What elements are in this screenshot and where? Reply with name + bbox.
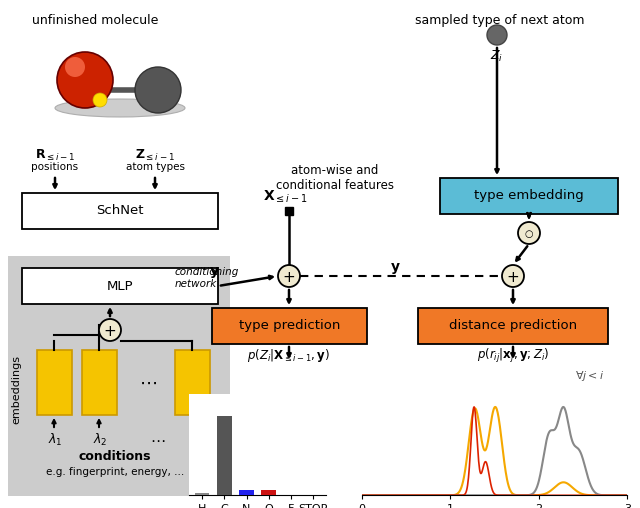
Text: SchNet: SchNet bbox=[96, 205, 144, 217]
Bar bbox=[8, 256, 230, 496]
Text: unfinished molecule: unfinished molecule bbox=[32, 14, 158, 27]
Text: atom-wise and
conditional features: atom-wise and conditional features bbox=[276, 164, 394, 192]
Text: $\lambda_1$: $\lambda_1$ bbox=[47, 432, 62, 448]
Bar bbox=[195, 493, 209, 495]
Ellipse shape bbox=[55, 99, 185, 117]
Bar bbox=[37, 350, 72, 415]
Text: $\lambda_2$: $\lambda_2$ bbox=[93, 432, 108, 448]
Text: $p(Z_i|\mathbf{X}_{\leq i-1},\mathbf{y})$: $p(Z_i|\mathbf{X}_{\leq i-1},\mathbf{y})… bbox=[248, 347, 331, 364]
Text: ○: ○ bbox=[525, 229, 533, 239]
Bar bbox=[418, 308, 608, 344]
Circle shape bbox=[93, 93, 107, 107]
Text: distance prediction: distance prediction bbox=[449, 320, 577, 333]
Text: positions: positions bbox=[31, 162, 79, 172]
Bar bbox=[212, 308, 367, 344]
Text: atom types: atom types bbox=[125, 162, 184, 172]
Text: $\mathbf{X}_{\leq i-1}$: $\mathbf{X}_{\leq i-1}$ bbox=[262, 188, 307, 205]
Bar bbox=[175, 350, 210, 415]
Text: +: + bbox=[507, 270, 520, 284]
Bar bbox=[262, 490, 276, 495]
Text: $\cdots$: $\cdots$ bbox=[150, 432, 166, 448]
Text: conditioning
network: conditioning network bbox=[175, 267, 239, 289]
Bar bbox=[440, 178, 618, 214]
Bar bbox=[239, 490, 253, 495]
Circle shape bbox=[487, 25, 507, 45]
Text: $\mathbf{y}$: $\mathbf{y}$ bbox=[390, 262, 401, 276]
Text: sampled type of next atom: sampled type of next atom bbox=[415, 14, 585, 27]
Circle shape bbox=[502, 265, 524, 287]
Circle shape bbox=[518, 222, 540, 244]
Text: embeddings: embeddings bbox=[11, 356, 21, 425]
Bar bbox=[22, 193, 218, 229]
Text: type embedding: type embedding bbox=[474, 189, 584, 203]
Circle shape bbox=[99, 319, 121, 341]
Text: $\mathbf{R}_{\leq i-1}$: $\mathbf{R}_{\leq i-1}$ bbox=[35, 148, 75, 163]
Text: $\lambda_k$: $\lambda_k$ bbox=[193, 432, 207, 448]
Bar bbox=[22, 268, 218, 304]
Text: MLP: MLP bbox=[107, 279, 133, 293]
Bar bbox=[82, 350, 117, 415]
Text: $\mathbf{y}$: $\mathbf{y}$ bbox=[209, 265, 220, 279]
Text: type prediction: type prediction bbox=[239, 320, 340, 333]
Text: $p(r_{ij}|\mathbf{x}_j,\mathbf{y};Z_i)$: $p(r_{ij}|\mathbf{x}_j,\mathbf{y};Z_i)$ bbox=[477, 347, 549, 365]
Text: $\forall j < i$: $\forall j < i$ bbox=[575, 368, 605, 383]
Text: $\cdots$: $\cdots$ bbox=[139, 373, 157, 392]
Text: e.g. fingerprint, energy, ...: e.g. fingerprint, energy, ... bbox=[46, 467, 184, 477]
Text: conditions: conditions bbox=[79, 450, 151, 462]
Text: $\mathbf{Z}_{\leq i-1}$: $\mathbf{Z}_{\leq i-1}$ bbox=[135, 148, 175, 163]
Text: $Z_i$: $Z_i$ bbox=[490, 49, 504, 64]
Circle shape bbox=[57, 52, 113, 108]
Circle shape bbox=[278, 265, 300, 287]
Text: +: + bbox=[104, 324, 116, 338]
Bar bbox=[217, 416, 232, 495]
Text: +: + bbox=[283, 270, 296, 284]
Circle shape bbox=[65, 57, 85, 77]
Circle shape bbox=[135, 67, 181, 113]
